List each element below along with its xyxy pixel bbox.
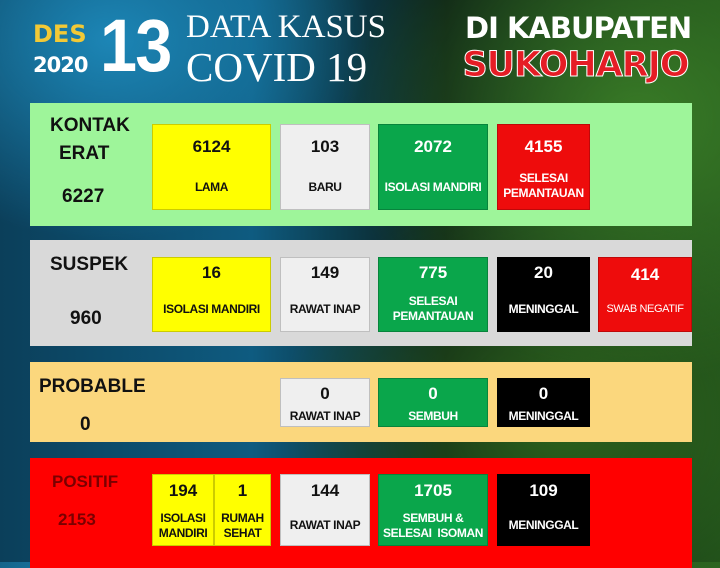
box-value: 16 (202, 263, 221, 282)
suspek-swab-box: 414 SWAB NEGATIF (598, 257, 692, 332)
kontak-lama-box: 6124 LAMA (152, 124, 271, 210)
kontak-baru-box: 103 BARU (280, 124, 370, 210)
box-label: ISOLASI (160, 511, 206, 525)
suspek-total: 960 (70, 308, 102, 329)
positif-isolasi-box: 194 ISOLASI MANDIRI (152, 474, 214, 546)
box-label: SWAB NEGATIF (606, 303, 684, 315)
box-label: RAWAT INAP (289, 409, 361, 423)
box-label: SEHAT (223, 526, 262, 540)
box-value: 0 (320, 384, 330, 403)
kontak-label-line1: KONTAK (50, 115, 130, 136)
box-label: RUMAH (221, 511, 264, 525)
probable-total: 0 (80, 414, 91, 435)
suspek-isolasi-box: 16 ISOLASI MANDIRI (152, 257, 271, 332)
positif-sembuh-box: 1705 SEMBUH & SELESAI ISOMAN (378, 474, 488, 546)
header-month: DES (33, 20, 87, 48)
box-label: MANDIRI (158, 526, 208, 540)
positif-rawat-box: 144 RAWAT INAP (280, 474, 370, 546)
box-value: 144 (310, 481, 340, 500)
box-label: MENINGGAL (508, 302, 579, 316)
kontak-label-line2: ERAT (59, 143, 110, 164)
panel-positif: POSITIF 2153 194 ISOLASI MANDIRI 1 RUMAH S… (30, 458, 692, 568)
panel-probable: PROBABLE 0 0 RAWAT INAP 0 SEMBUH 0 MENIN… (30, 362, 692, 442)
box-label: ISOLASI MANDIRI (163, 302, 260, 316)
positif-rumah-sehat-box: 1 RUMAH SEHAT (214, 474, 271, 546)
probable-label: PROBABLE (39, 376, 146, 397)
box-value: 194 (168, 481, 198, 500)
box-label: LAMA (194, 180, 229, 194)
box-label-group: ISOLASI MANDIRI (153, 511, 213, 541)
box-value: 20 (534, 263, 553, 282)
box-value: 1 (237, 481, 248, 500)
box-value: 6124 (192, 137, 231, 156)
header-title-line2: COVID 19 (186, 44, 368, 90)
box-label: MENINGGAL (508, 518, 579, 532)
box-value: 2072 (414, 137, 452, 156)
kontak-selesai-box: 4155 SELESAI PEMANTAUAN (497, 124, 590, 210)
header-day: 13 (100, 4, 172, 87)
box-label: RAWAT INAP (289, 518, 361, 532)
probable-meninggal-box: 0 MENINGGAL (497, 378, 590, 427)
box-label-group: SEMBUH & SELESAI ISOMAN (375, 511, 491, 541)
box-value: 1705 (414, 481, 452, 500)
header-year: 2020 (33, 53, 88, 77)
box-label-group: RUMAH SEHAT (215, 511, 270, 541)
panel-suspek: SUSPEK 960 16 ISOLASI MANDIRI 149 RAWAT … (30, 240, 692, 346)
header-region-line1: DI KABUPATEN (465, 11, 692, 45)
header-region-line2: SUKOHARJO (462, 45, 690, 85)
positif-meninggal-box: 109 MENINGGAL (497, 474, 590, 546)
box-label: SEMBUH & (402, 511, 464, 525)
kontak-total: 6227 (62, 186, 105, 207)
probable-sembuh-box: 0 SEMBUH (378, 378, 488, 427)
box-value: 103 (310, 137, 340, 156)
positif-total: 2153 (58, 510, 96, 529)
box-label-group: SELESAI PEMANTAUAN (494, 171, 593, 201)
positif-label: POSITIF (52, 472, 119, 491)
box-label: PEMANTAUAN (503, 186, 584, 200)
box-value: 414 (630, 265, 660, 284)
box-label: ISOLASI MANDIRI (384, 180, 482, 194)
suspek-meninggal-box: 20 MENINGGAL (497, 257, 590, 332)
box-value: 0 (538, 384, 549, 403)
box-value: 0 (428, 384, 438, 403)
suspek-selesai-box: 775 SELESAI PEMANTAUAN (378, 257, 488, 332)
box-label-group: SELESAI PEMANTAUAN (375, 294, 491, 324)
probable-rawat-box: 0 RAWAT INAP (280, 378, 370, 427)
box-label: SELESAI ISOMAN (382, 526, 483, 540)
box-value: 4155 (524, 137, 563, 156)
box-value: 149 (310, 263, 340, 282)
suspek-rawat-box: 149 RAWAT INAP (280, 257, 370, 332)
panel-kontak-erat: KONTAK ERAT 6227 6124 LAMA 103 BARU 2072… (30, 103, 692, 226)
box-value: 775 (418, 263, 448, 282)
box-value: 109 (529, 481, 558, 500)
suspek-label: SUSPEK (50, 254, 129, 275)
kontak-label: KONTAK ERAT (50, 112, 130, 168)
box-label: SEMBUH (408, 409, 458, 423)
header-title-line1: DATA KASUS (186, 9, 386, 45)
box-label: RAWAT INAP (289, 302, 361, 316)
box-label: SELESAI (408, 294, 458, 308)
box-label: BARU (308, 180, 342, 194)
kontak-isolasi-box: 2072 ISOLASI MANDIRI (378, 124, 488, 210)
box-label: PEMANTAUAN (392, 309, 474, 323)
box-label: MENINGGAL (508, 409, 579, 423)
box-label: SELESAI (519, 171, 568, 185)
